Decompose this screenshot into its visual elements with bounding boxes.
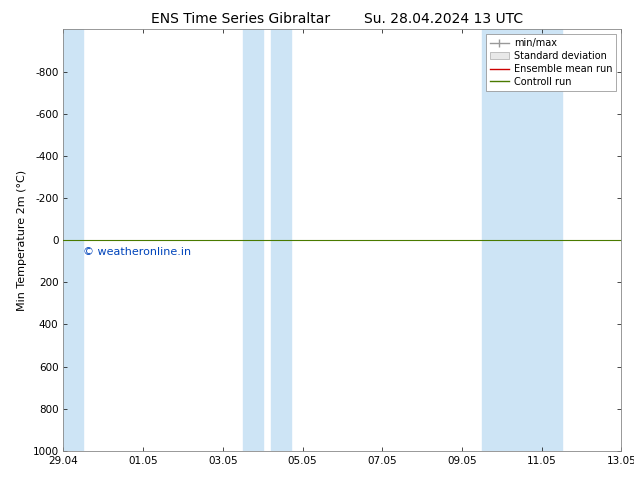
Bar xyxy=(271,29,290,451)
Text: Su. 28.04.2024 13 UTC: Su. 28.04.2024 13 UTC xyxy=(365,12,523,26)
Bar xyxy=(63,29,83,451)
Bar xyxy=(243,29,262,451)
Y-axis label: Min Temperature 2m (°C): Min Temperature 2m (°C) xyxy=(17,170,27,311)
Text: ENS Time Series Gibraltar: ENS Time Series Gibraltar xyxy=(152,12,330,26)
Legend: min/max, Standard deviation, Ensemble mean run, Controll run: min/max, Standard deviation, Ensemble me… xyxy=(486,34,616,91)
Text: © weatheronline.in: © weatheronline.in xyxy=(83,247,191,257)
Bar xyxy=(482,29,562,451)
